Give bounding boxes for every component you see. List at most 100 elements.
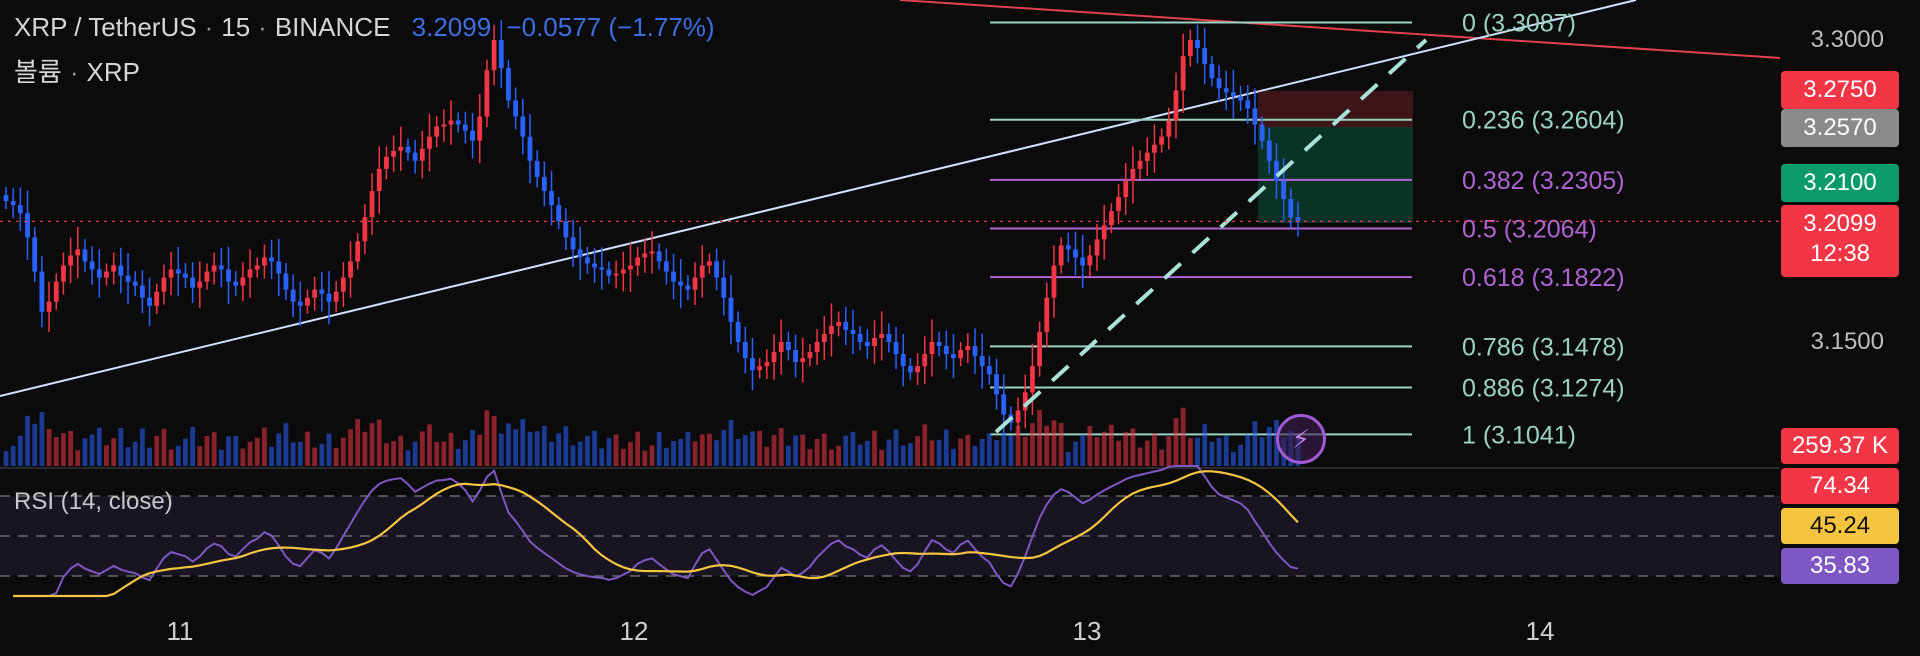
candle-body <box>391 150 396 157</box>
volume-bar <box>1238 444 1243 466</box>
fib-level-label: 0.618 (3.1822) <box>1462 264 1625 292</box>
volume-bar <box>1209 441 1215 466</box>
candle-body <box>527 136 533 161</box>
volume-bar <box>649 445 655 466</box>
candle-body <box>1116 197 1121 212</box>
candle-body <box>750 358 755 371</box>
candle-body <box>190 277 196 288</box>
volume-bar <box>520 419 526 466</box>
candle-body <box>427 136 432 149</box>
candle-body <box>333 291 339 302</box>
candle-body <box>1223 88 1229 93</box>
volume-bar <box>498 433 504 466</box>
volume-bar <box>161 428 167 466</box>
volume-bar <box>290 442 296 466</box>
volume-bar <box>1008 435 1014 466</box>
candle-body <box>764 362 770 367</box>
fib-level-label: 1 (3.1041) <box>1462 421 1576 449</box>
volume-bar <box>915 436 920 466</box>
candle-body <box>1259 124 1265 141</box>
lightning-icon[interactable]: ⚡ <box>1276 414 1326 464</box>
volume-bar <box>369 423 375 466</box>
candle-body <box>857 333 863 342</box>
volume-bar <box>1065 451 1071 466</box>
volume-bar <box>635 431 641 466</box>
candle-body <box>628 265 633 270</box>
candle-body <box>197 281 203 288</box>
candle-body <box>1065 245 1071 250</box>
candle-body <box>893 342 899 355</box>
volume-bar <box>1044 425 1050 466</box>
volume-bar <box>226 436 231 466</box>
candle-body <box>17 205 23 214</box>
candle-body <box>254 265 260 270</box>
candle-body <box>1166 120 1172 137</box>
volume-bar <box>247 441 253 466</box>
rsi-tag-value: 35.83 <box>1781 548 1899 584</box>
candle-body <box>836 321 842 326</box>
volume-bar <box>1180 407 1186 466</box>
candle-body <box>233 281 239 286</box>
candle-body <box>721 277 727 298</box>
volume-bar <box>843 435 849 466</box>
price-axis-label: 3.3000 <box>1810 26 1884 53</box>
volume-label: 볼륨 <box>14 57 62 87</box>
candle-body <box>1173 90 1179 121</box>
candle-body <box>807 352 813 359</box>
candle-body <box>68 255 73 266</box>
volume-bar <box>800 434 806 466</box>
candle-body <box>678 281 684 286</box>
candle-body <box>556 205 562 222</box>
volume-bar <box>89 434 95 466</box>
candle-body <box>1202 48 1208 65</box>
legend-dot: · <box>69 57 79 87</box>
volume-bar <box>936 439 942 466</box>
candle-body <box>139 285 145 298</box>
volume-bar <box>692 441 698 466</box>
volume-bar <box>1216 438 1222 466</box>
volume-bar <box>204 436 210 466</box>
volume-bar <box>534 431 540 466</box>
candle-body <box>462 124 468 131</box>
candle-body <box>656 251 662 262</box>
volume-bar <box>32 423 38 466</box>
volume-bar <box>376 419 382 466</box>
volume-bar <box>111 438 117 466</box>
volume-bar <box>663 448 669 466</box>
x-tick-label: 13 <box>1072 616 1102 646</box>
volume-bar <box>218 449 224 466</box>
volume-bar <box>10 445 16 466</box>
candle-body <box>1001 394 1007 415</box>
volume-bar <box>908 443 913 466</box>
fib-level-label: 0.382 (3.2305) <box>1462 167 1625 195</box>
legend-dot: · <box>258 12 267 42</box>
candle-body <box>247 269 253 278</box>
candle-body <box>1130 168 1136 181</box>
candle-body <box>1159 136 1165 145</box>
candle-body <box>348 261 353 278</box>
candle-body <box>498 40 504 69</box>
volume-bar <box>620 448 626 466</box>
candle-body <box>218 265 224 270</box>
candle-body <box>477 116 483 141</box>
volume-bar <box>434 442 440 466</box>
legend-dot: · <box>204 12 214 42</box>
volume-bar <box>1166 436 1172 466</box>
volume-bar <box>958 438 964 466</box>
candle-body <box>620 269 626 274</box>
candle-body <box>326 293 332 302</box>
volume-bar <box>283 423 289 466</box>
interval: 15 <box>221 12 251 42</box>
volume-bar <box>398 435 404 466</box>
candle-body <box>175 269 181 274</box>
price-tag-last: 3.2099 12:38 <box>1781 205 1899 277</box>
volume-bar <box>118 428 124 466</box>
candle-body <box>1245 100 1251 109</box>
volume-bar <box>96 427 102 466</box>
fib-level-label: 0 (3.3087) <box>1462 9 1576 37</box>
volume-bar <box>929 440 935 466</box>
candle-body <box>663 261 669 272</box>
candle-body <box>563 221 569 238</box>
volume-bar <box>132 441 138 466</box>
